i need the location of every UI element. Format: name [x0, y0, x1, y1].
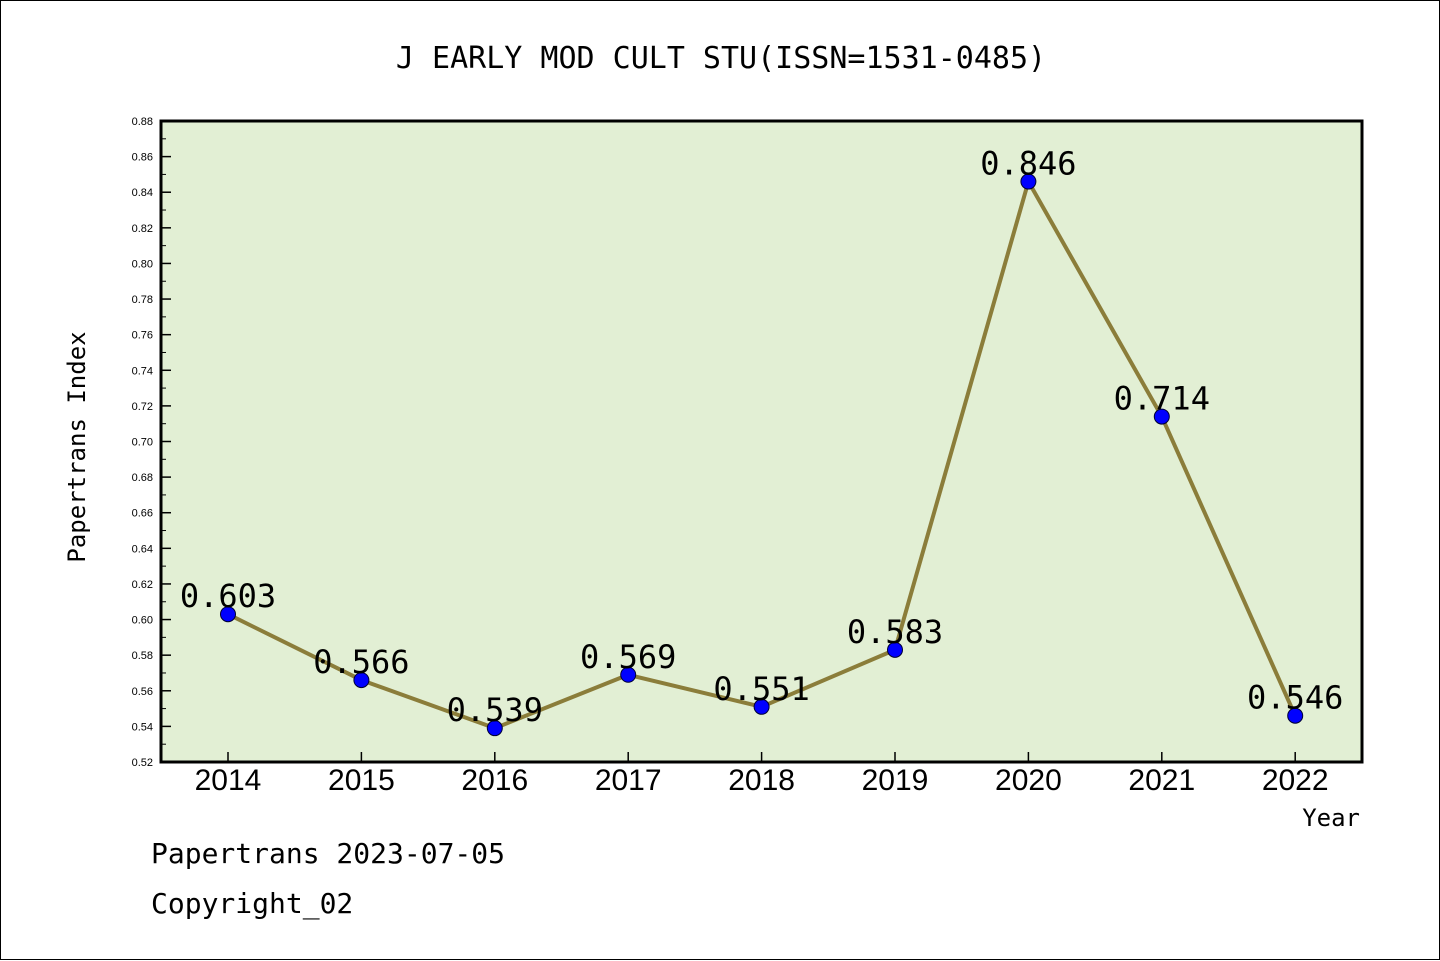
plot-border [159, 119, 1364, 764]
y-tick-label: 0.88 [132, 116, 153, 128]
y-tick-label: 0.86 [132, 152, 153, 164]
y-tick-label: 0.68 [132, 472, 153, 484]
data-point [353, 672, 370, 689]
data-point [486, 720, 503, 737]
y-tick-label: 0.56 [132, 686, 153, 698]
x-tick-label: 2020 [995, 764, 1062, 797]
y-tick-label: 0.64 [132, 543, 153, 555]
data-label: 0.714 [1114, 380, 1210, 418]
y-tick-label: 0.62 [132, 579, 153, 591]
data-point [887, 641, 903, 658]
y-tick-label: 0.76 [132, 330, 153, 342]
y-tick-label: 0.82 [132, 223, 153, 235]
data-label: 0.546 [1247, 679, 1343, 717]
data-point [620, 666, 637, 683]
data-label: 0.569 [580, 638, 676, 676]
x-tick-label: 2022 [1262, 764, 1329, 797]
plot-area [161, 121, 1362, 762]
y-tick-label: 0.52 [132, 757, 153, 769]
data-labels: 0.603 0.566 0.539 0.569 0.551 0.583 0.846 0.714… [180, 145, 1344, 730]
y-tick-label: 0.60 [132, 615, 153, 627]
x-axis: 2014 2015 2016 2017 2018 2019 2020 2021 2022 [195, 752, 1329, 797]
y-tick-label: 0.74 [132, 365, 153, 377]
y-tick-label: 0.80 [132, 258, 153, 270]
x-tick-label: 2014 [195, 764, 262, 797]
y-axis-label: Papertrans Index [63, 331, 91, 562]
footer-copyright: Copyright_02 [151, 887, 354, 920]
x-tick-label: 2017 [595, 764, 662, 797]
data-label: 0.846 [980, 145, 1076, 183]
y-tick-label: 0.66 [132, 508, 153, 520]
data-label: 0.566 [313, 643, 409, 681]
y-tick-label: 0.70 [132, 437, 153, 449]
data-label: 0.603 [180, 577, 276, 615]
data-label: 0.551 [713, 670, 809, 708]
footer-date: Papertrans 2023-07-05 [151, 837, 506, 870]
data-point [220, 606, 236, 623]
x-axis-label: Year [1302, 804, 1360, 832]
x-tick-label: 2016 [461, 764, 528, 797]
data-point [1020, 173, 1037, 190]
data-point [1287, 707, 1304, 724]
y-tick-label: 0.58 [132, 650, 153, 662]
data-point [1153, 408, 1170, 425]
y-axis: 0.52 0.54 0.56 0.58 0.60 0.62 0.64 0.66 0.68 0.70… [132, 116, 171, 769]
x-tick-label: 2021 [1128, 764, 1195, 797]
y-tick-label: 0.78 [132, 294, 153, 306]
x-tick-label: 2019 [862, 764, 929, 797]
data-label: 0.539 [447, 691, 543, 729]
data-label: 0.583 [847, 613, 943, 651]
y-tick-label: 0.54 [132, 721, 153, 733]
x-tick-label: 2018 [728, 764, 795, 797]
y-tick-label: 0.84 [132, 187, 153, 199]
data-points [220, 173, 1304, 737]
data-point [753, 698, 770, 715]
y-tick-label: 0.72 [132, 401, 153, 413]
chart-title: J EARLY MOD CULT STU(ISSN=1531-0485) [396, 41, 1046, 76]
x-tick-label: 2015 [328, 764, 395, 797]
